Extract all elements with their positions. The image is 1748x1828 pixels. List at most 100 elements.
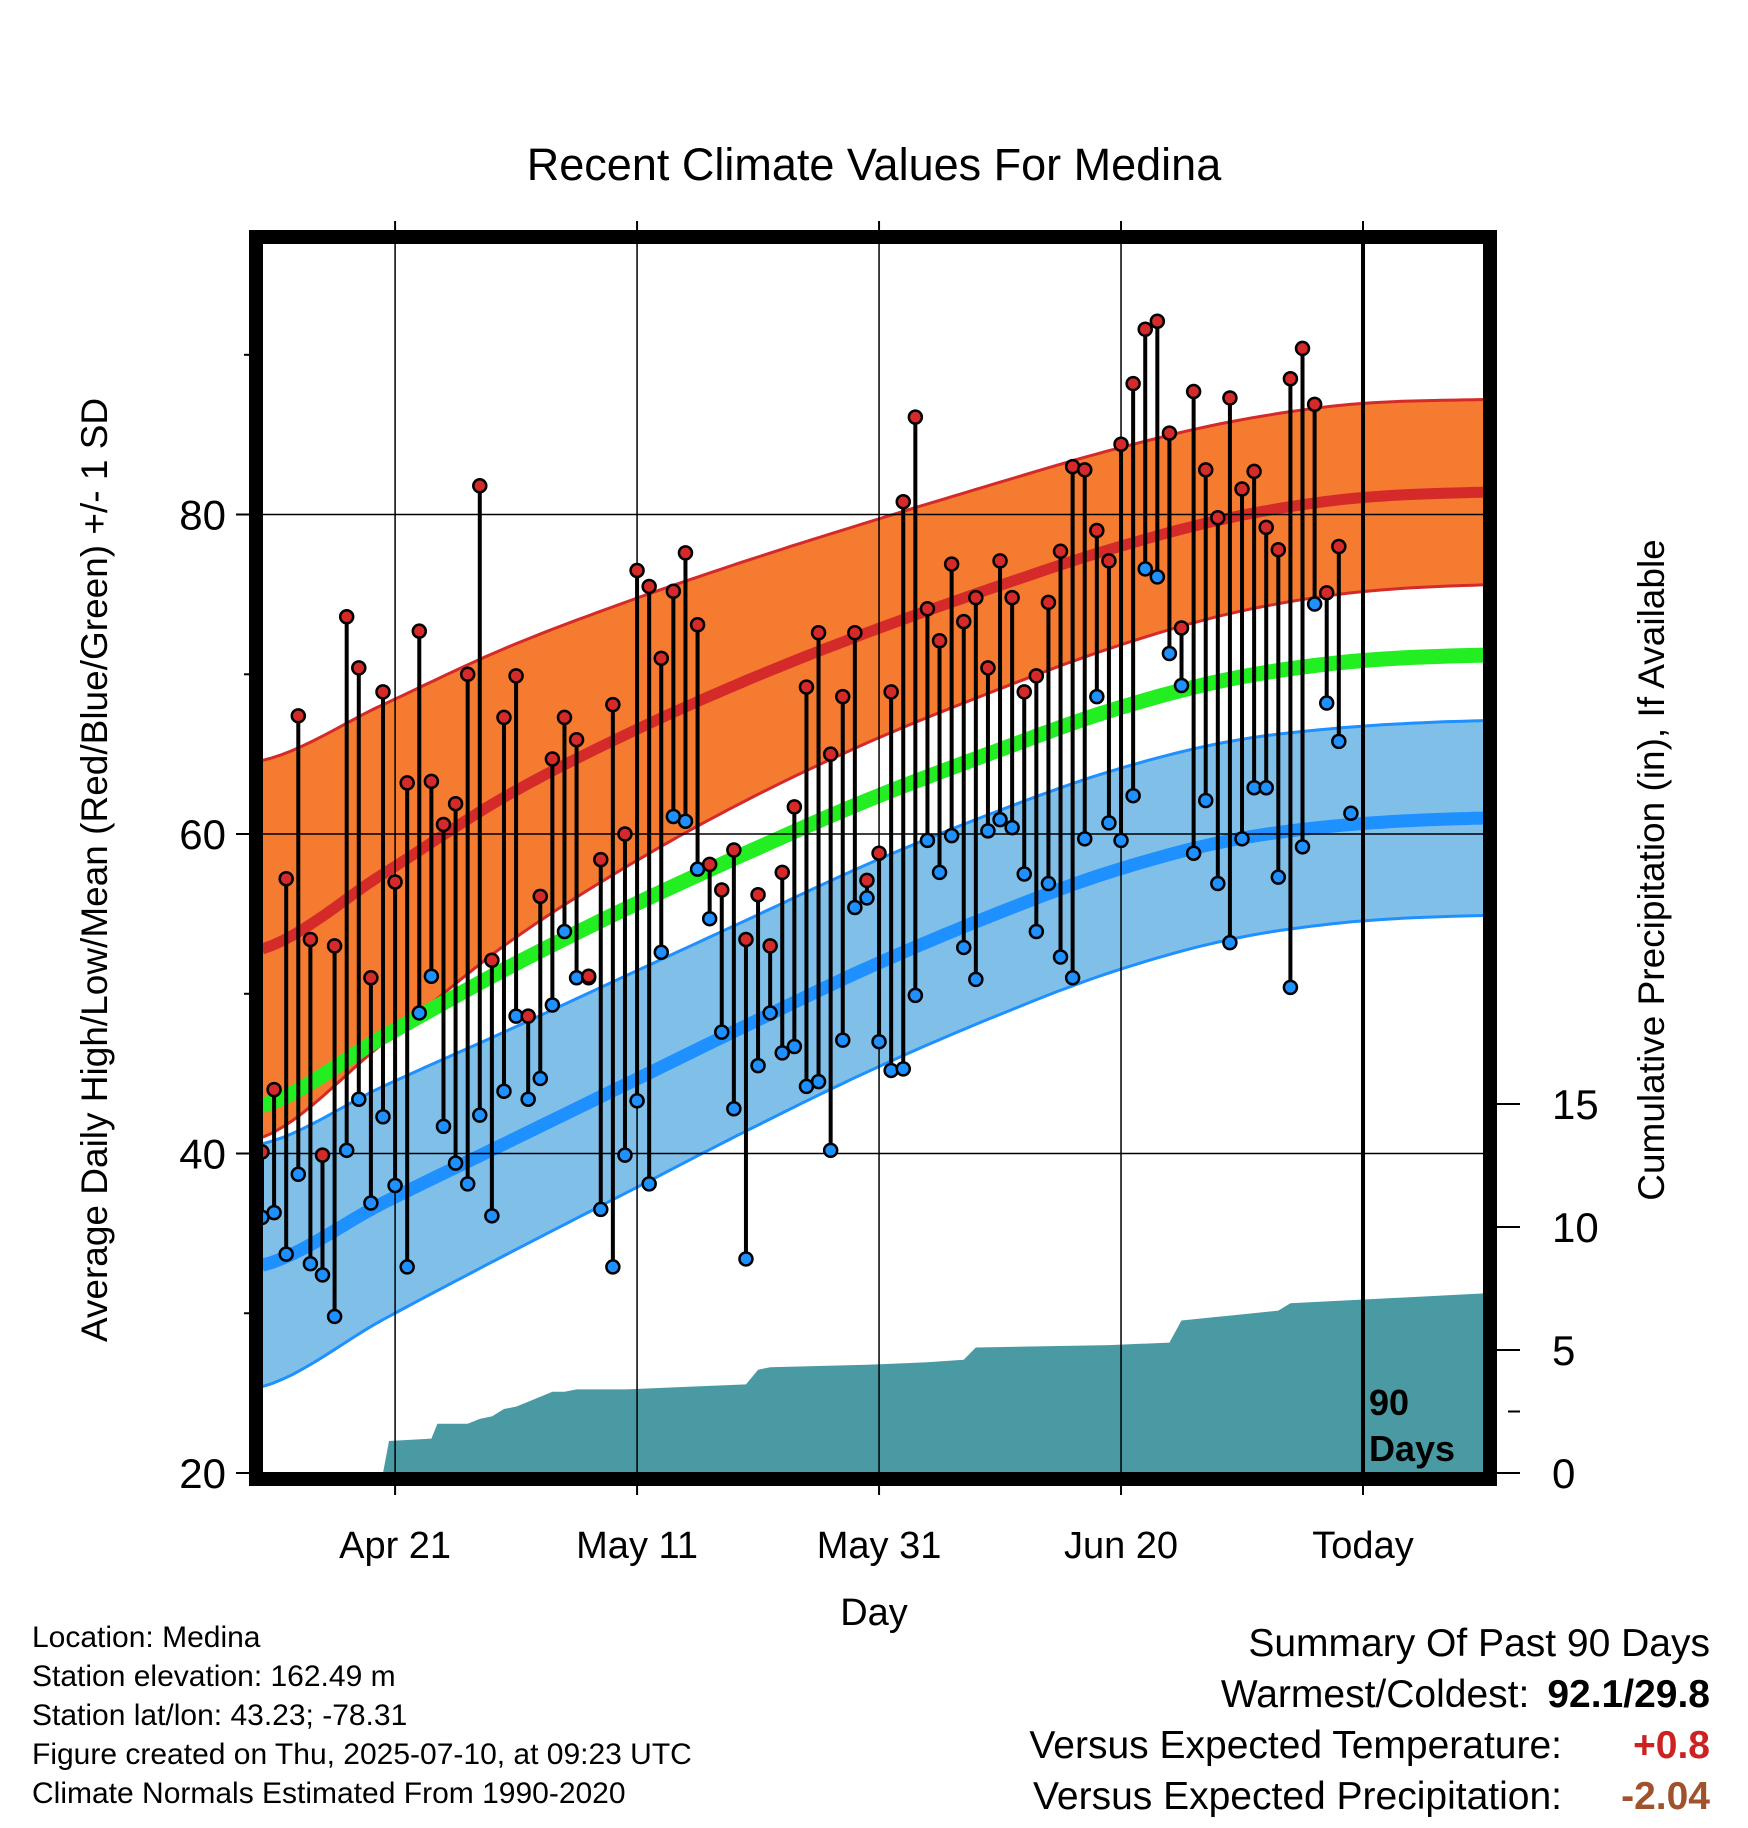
y2-axis-label: Cumulative Precipitation (in), If Availa… (1631, 539, 1672, 1201)
daily-low-point (810, 1073, 827, 1090)
daily-low-point (1004, 819, 1020, 836)
x-tick-label: May 31 (817, 1525, 942, 1567)
high-band-upper-edge (262, 398, 1484, 763)
precip-value: -2.04 (1621, 1775, 1710, 1818)
daily-high-point (1052, 543, 1069, 560)
chart-title: Recent Climate Values For Medina (527, 139, 1222, 190)
daily-low-point (980, 823, 996, 839)
daily-high-point (496, 709, 512, 726)
daily-low-point (338, 1142, 355, 1159)
latlon-text: Station lat/lon: 43.23; -78.31 (32, 1699, 408, 1732)
daily-low-point (1076, 831, 1093, 847)
daily-high-point (435, 816, 452, 833)
daily-low-point (1234, 831, 1250, 847)
y-axis-label: Average Daily High/Low/Mean (Red/Blue/Gr… (74, 398, 115, 1342)
plot-frame (249, 230, 1497, 1486)
daily-high-point (363, 970, 379, 986)
today-label-line2: Days (1369, 1428, 1455, 1469)
daily-low-point (677, 813, 694, 830)
daily-high-point (835, 688, 851, 705)
daily-high-point (955, 613, 972, 630)
daily-low-point (1222, 934, 1238, 951)
daily-high-point (447, 795, 464, 812)
daily-low-point (629, 1093, 645, 1109)
daily-low-point (871, 1033, 887, 1050)
plot-clipped-group (262, 243, 1484, 1473)
daily-low-point (1028, 923, 1045, 940)
daily-high-point (629, 562, 645, 579)
daily-low-point (1016, 866, 1032, 882)
daily-low-point (714, 1024, 730, 1040)
daily-low-point (1101, 815, 1117, 831)
daily-high-point (677, 545, 694, 561)
daily-low-point (1089, 688, 1105, 705)
daily-high-point (810, 625, 827, 641)
daily-high-point (278, 871, 294, 887)
warmest-value: 92.1/29.8 (1547, 1673, 1710, 1716)
temp-label: Versus Expected Temperature: (1029, 1724, 1562, 1767)
daily-high-point (714, 882, 730, 898)
daily-high-point (786, 799, 803, 815)
daily-low-point (822, 1142, 839, 1159)
y2-tick-label: 10 (1552, 1204, 1599, 1251)
daily-high-point (871, 845, 887, 861)
daily-high-point (1306, 396, 1323, 413)
daily-high-point (943, 556, 960, 572)
daily-low-point (968, 971, 984, 988)
daily-low-point (1331, 733, 1347, 750)
daily-high-point (1294, 340, 1311, 357)
daily-high-point (1028, 668, 1045, 684)
daily-low-point (1258, 779, 1274, 796)
daily-low-point (786, 1038, 803, 1055)
daily-high-point (544, 751, 561, 767)
daily-high-point (847, 625, 863, 641)
elevation-text: Station elevation: 162.49 m (32, 1660, 396, 1693)
daily-high-point (641, 578, 657, 595)
daily-low-point (593, 1201, 609, 1218)
daily-high-point (738, 931, 754, 948)
daily-low-point (943, 827, 960, 844)
daily-high-point (508, 668, 524, 684)
daily-high-point (1282, 371, 1299, 387)
daily-high-point (1222, 390, 1238, 406)
daily-low-point (835, 1032, 851, 1048)
daily-low-point (738, 1251, 754, 1267)
daily-high-point (1004, 589, 1020, 606)
daily-low-point (266, 1204, 282, 1221)
daily-low-point (1294, 839, 1311, 855)
x-tick-label: Apr 21 (339, 1525, 451, 1567)
daily-high-point (556, 709, 573, 726)
daily-low-point (447, 1155, 464, 1171)
daily-high-point (774, 864, 791, 881)
daily-low-point (1306, 596, 1323, 612)
summary-panel: Summary Of Past 90 Days Warmest/Coldest:… (1029, 1618, 1710, 1822)
x-tick-label: May 11 (576, 1525, 698, 1567)
y2-tick-label: 15 (1552, 1081, 1599, 1128)
daily-high-point (593, 851, 609, 868)
daily-high-point (375, 684, 391, 700)
y2-tick-label: 0 (1552, 1450, 1575, 1497)
daily-high-point (1089, 522, 1105, 539)
daily-high-point (520, 1008, 536, 1024)
daily-low-point (532, 1070, 549, 1087)
daily-low-point (1149, 569, 1166, 585)
daily-low-point (1270, 869, 1287, 885)
daily-high-point (266, 1081, 282, 1098)
daily-low-point (931, 864, 948, 881)
daily-high-point (968, 589, 984, 606)
y-tick-label: 60 (179, 811, 226, 858)
daily-high-point (689, 617, 706, 633)
daily-high-point (1318, 585, 1335, 601)
daily-low-point (326, 1308, 343, 1325)
low-band-lower-edge (262, 914, 1484, 1389)
daily-low-point (847, 899, 863, 916)
daily-high-point (351, 660, 367, 676)
daily-low-point (375, 1109, 391, 1125)
daily-low-point (411, 1005, 428, 1021)
daily-high-point (1125, 375, 1141, 392)
daily-low-point (1343, 805, 1359, 822)
daily-low-point (351, 1091, 367, 1107)
daily-high-point (472, 478, 488, 494)
daily-high-point (387, 874, 403, 890)
